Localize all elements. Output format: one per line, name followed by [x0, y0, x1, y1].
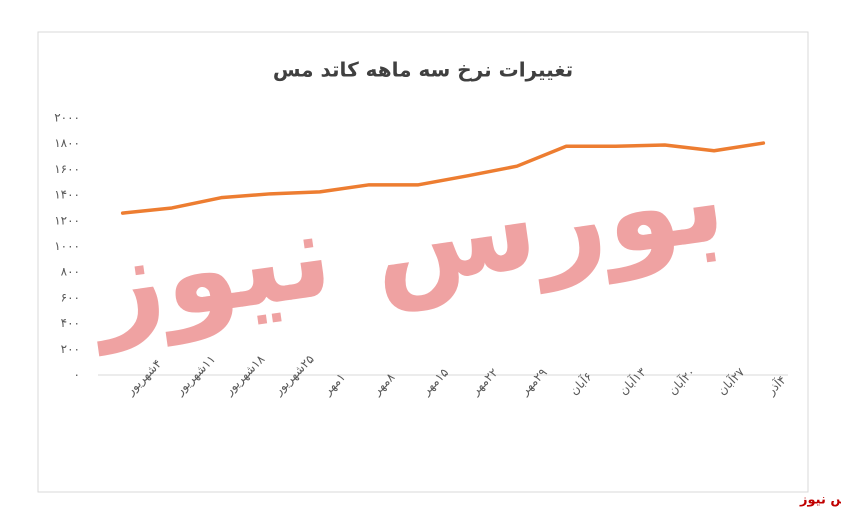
line — [120, 141, 766, 215]
y-tick-label: ۸۰۰ — [61, 265, 80, 279]
y-tick-label: ۱۲۰۰ — [54, 213, 80, 227]
chart-frame — [37, 31, 809, 493]
source: بورس نیوز — [799, 493, 841, 508]
y-tick-label: ۶۰۰ — [61, 290, 80, 304]
y-tick-label: ۰ — [74, 368, 80, 382]
y-tick-label: ۱۰۰۰ — [54, 239, 80, 253]
chart-title: تغییرات نرخ سه ماهه کاتد مس — [273, 58, 573, 82]
y-tick-label: ۴۰۰ — [61, 316, 80, 330]
y-tick-label: ۲۰۰۰ — [54, 111, 80, 125]
y-tick-label: ۱۴۰۰ — [54, 188, 80, 202]
y-tick-label: ۲۰۰ — [61, 342, 80, 356]
y-tick-label: ۱۶۰۰ — [54, 162, 80, 176]
y-tick-label: ۱۸۰۰ — [54, 136, 80, 150]
